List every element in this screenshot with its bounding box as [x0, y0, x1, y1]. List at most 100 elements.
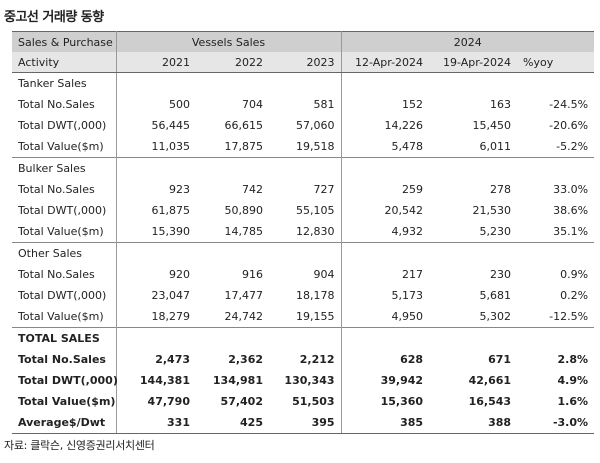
value-cell: 5,173 [391, 289, 424, 302]
row-label: Total No.Sales [12, 94, 117, 115]
table-row: Total No.Sales 920 916 904 217 230 0.9% [12, 264, 594, 285]
empty-cell [429, 73, 517, 95]
value-cell: 923 [169, 183, 190, 196]
value-cell: 38.6% [553, 204, 589, 217]
value-cell: 0.2% [560, 289, 589, 302]
value-cell: 727 [269, 179, 342, 200]
value-cell: 742 [242, 183, 263, 196]
empty-cell [269, 327, 342, 349]
value-cell: 15,450 [472, 119, 512, 132]
header-vessels-sales: Vessels Sales [116, 31, 342, 52]
value-cell: 56,445 [151, 119, 191, 132]
value-cell: 24,742 [224, 310, 264, 323]
value-cell: 230 [490, 268, 512, 281]
header-col-2022: 2022 [196, 52, 269, 73]
value-cell: 152 [402, 98, 424, 111]
empty-cell [196, 242, 269, 264]
value-cell: 5,478 [391, 140, 424, 153]
value-cell: 18,178 [269, 285, 342, 306]
table-row: Average$/Dwt 331 425 395 385 388 -3.0% [12, 412, 595, 434]
table-row: Total Value($m) 11,035 17,875 19,518 5,478 6,… [12, 136, 594, 158]
empty-cell [517, 242, 595, 264]
row-label: Total DWT(,000) [12, 115, 117, 136]
empty-cell [116, 157, 196, 179]
value-cell: 51,503 [269, 391, 342, 412]
vessel-sales-table: Sales & Purchase Vessels Sales 2024 Acti… [12, 31, 595, 434]
empty-cell [341, 327, 430, 349]
value-cell: 500 [169, 98, 190, 111]
row-label: Total Value($m) [12, 391, 117, 412]
value-cell: 14,785 [224, 225, 264, 238]
value-cell: 916 [242, 268, 263, 281]
value-cell: 50,890 [224, 204, 264, 217]
value-cell: 130,343 [269, 370, 342, 391]
header-col-yoy: %yoy [517, 52, 595, 73]
table-row: Total DWT(,000) 56,445 66,615 57,060 14,226 1… [12, 115, 594, 136]
empty-cell [269, 157, 342, 179]
source-note: 자료: 클락슨, 신영증권리서치센터 [4, 439, 155, 452]
value-cell: 18,279 [151, 310, 191, 323]
table-row: Total No.Sales 2,473 2,362 2,212 628 671 2.8% [12, 349, 594, 370]
value-cell: 331 [116, 412, 196, 434]
value-cell: 16,543 [468, 395, 512, 408]
value-cell: 2,362 [228, 353, 263, 366]
value-cell: 33.0% [553, 183, 589, 196]
value-cell: 39,942 [380, 374, 424, 387]
table-title: 중고선 거래량 동향 [4, 10, 104, 25]
table-row: Total No.Sales 923 742 727 259 278 33.0% [12, 179, 594, 200]
row-label: Total DWT(,000) [12, 200, 117, 221]
row-label: Average$/Dwt [12, 412, 117, 434]
section-title: Tanker Sales [12, 72, 117, 94]
value-cell: 395 [269, 412, 342, 434]
empty-cell [429, 242, 518, 264]
value-cell: 20,542 [384, 204, 424, 217]
value-cell: 2,473 [155, 353, 190, 366]
value-cell: 2,212 [269, 349, 342, 370]
value-cell: -5.2% [556, 140, 589, 153]
row-label: Total No.Sales [12, 349, 117, 370]
row-label: Total No.Sales [12, 179, 117, 200]
value-cell: 55,105 [269, 200, 342, 221]
header-sales-purchase: Sales & Purchase [12, 31, 117, 52]
empty-cell [269, 72, 342, 94]
value-cell: 61,875 [151, 204, 191, 217]
empty-cell [269, 242, 342, 264]
value-cell: 15,390 [151, 225, 191, 238]
empty-cell [517, 157, 595, 179]
header-activity: Activity [12, 52, 117, 73]
empty-cell [429, 327, 518, 349]
value-cell: 904 [269, 264, 342, 285]
table-row: Total DWT(,000) 144,381 134,981 130,343 39,9… [12, 370, 594, 391]
value-cell: 217 [402, 268, 424, 281]
table-row: Total Value($m) 15,390 14,785 12,830 4,932 5,… [12, 221, 594, 243]
header-col-2023: 2023 [269, 52, 342, 73]
row-label: Total Value($m) [12, 221, 117, 243]
empty-cell [196, 157, 269, 179]
value-cell: -24.5% [549, 98, 589, 111]
row-label: Total DWT(,000) [12, 285, 117, 306]
table-row: Total Value($m) 18,279 24,742 19,155 4,950 5,… [12, 306, 594, 328]
value-cell: 0.9% [560, 268, 589, 281]
section-title: Other Sales [12, 242, 117, 264]
value-cell: 704 [242, 98, 263, 111]
header-col-2021: 2021 [116, 52, 196, 73]
header-col-19-apr: 19-Apr-2024 [429, 52, 518, 73]
empty-cell [341, 157, 430, 179]
value-cell: 42,661 [468, 374, 512, 387]
section-header-row: TOTAL SALES [12, 327, 595, 349]
value-cell: 4,950 [391, 310, 424, 323]
header-2024: 2024 [341, 31, 595, 52]
value-cell: 5,302 [479, 310, 512, 323]
value-cell: 15,360 [380, 395, 424, 408]
row-label: Total Value($m) [12, 306, 117, 328]
value-cell: 11,035 [151, 140, 191, 153]
value-cell: 425 [196, 412, 269, 434]
value-cell: 47,790 [147, 395, 190, 408]
value-cell: 581 [269, 94, 342, 115]
table-row: Total DWT(,000) 23,047 17,477 18,178 5,173 5,… [12, 285, 594, 306]
value-cell: 14,226 [384, 119, 424, 132]
value-cell: 1.6% [557, 395, 589, 408]
row-label: Total No.Sales [12, 264, 117, 285]
value-cell: 628 [400, 353, 424, 366]
value-cell: 134,981 [212, 374, 263, 387]
